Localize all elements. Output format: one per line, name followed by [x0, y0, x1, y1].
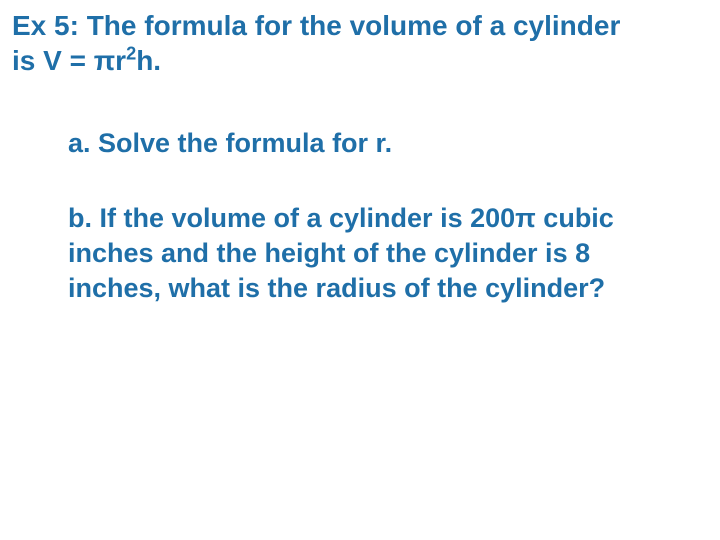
title-line-2-prefix: is V = πr: [12, 45, 126, 76]
part-b: b. If the volume of a cylinder is 200π c…: [68, 201, 678, 306]
superscript-2: 2: [126, 44, 136, 64]
part-a: a. Solve the formula for r.: [68, 126, 678, 161]
title-line-1: Ex 5: The formula for the volume of a cy…: [12, 8, 708, 43]
example-title: Ex 5: The formula for the volume of a cy…: [12, 8, 708, 78]
slide: Ex 5: The formula for the volume of a cy…: [0, 0, 720, 540]
title-line-2-suffix: h.: [136, 45, 161, 76]
parts-container: a. Solve the formula for r. b. If the vo…: [12, 126, 708, 306]
title-line-2: is V = πr2h.: [12, 43, 708, 78]
